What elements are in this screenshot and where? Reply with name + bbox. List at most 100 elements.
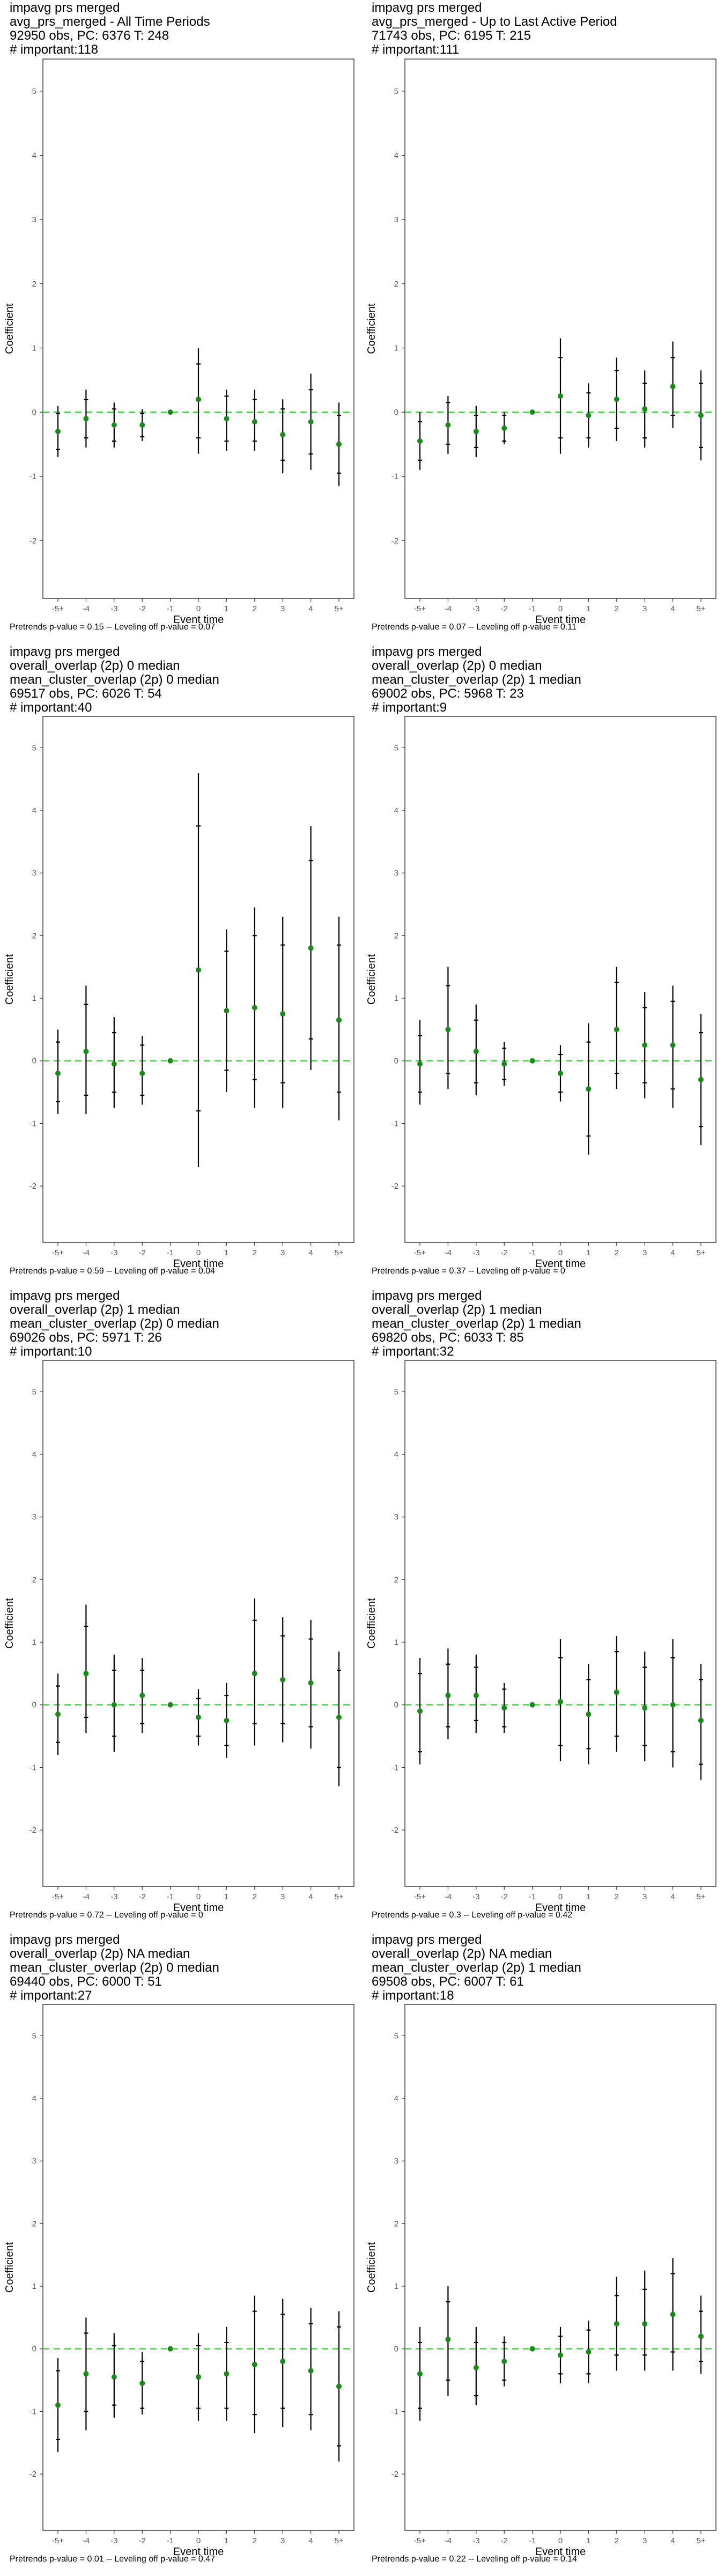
y-tick-label: 2 xyxy=(394,280,398,289)
coefficient-point xyxy=(417,2371,423,2377)
event-study-plot: -2 -1 0 1 2 3 4 5 -5+ -4 -3 -2 -1 0 1 2 3 4 5+ Event time Co… xyxy=(4,1360,354,1914)
panel-title-line: overall_overlap (2p) NA median xyxy=(10,1946,190,1961)
panel-title-line: impavg prs merged xyxy=(372,1933,482,1947)
x-tick-label: 4 xyxy=(308,2536,313,2545)
event-study-plot: -2 -1 0 1 2 3 4 5 -5+ -4 -3 -2 -1 0 1 2 3 4 5+ Event time Co… xyxy=(366,716,716,1270)
x-tick-label: -3 xyxy=(472,1248,479,1257)
coefficient-point-group xyxy=(698,1014,704,1146)
coefficient-point xyxy=(336,1017,342,1023)
coefficient-point xyxy=(417,1708,423,1714)
coefficient-point-group xyxy=(501,1682,507,1733)
y-tick-label: -1 xyxy=(29,2407,36,2416)
coefficient-point-group xyxy=(558,2326,563,2383)
coefficient-point-group xyxy=(614,357,619,441)
coefficient-point xyxy=(473,2365,479,2370)
y-tick-label: 0 xyxy=(394,1701,398,1710)
panel-title-line: overall_overlap (2p) 1 median xyxy=(372,1302,542,1317)
event-study-panel: impavg prs merged overall_overlap (2p) 1 … xyxy=(362,1288,724,1932)
panel-title: impavg prs merged overall_overlap (2p) 1 … xyxy=(10,1289,219,1359)
coefficient-point xyxy=(336,1715,342,1720)
coefficient-point-group xyxy=(417,412,423,470)
x-tick-label: -4 xyxy=(83,604,90,613)
x-tick-label: 1 xyxy=(224,604,228,613)
y-tick-label: -2 xyxy=(391,1826,398,1835)
plot-frame xyxy=(42,1360,354,1887)
pvalue-footnote: Pretrends p-value = 0.07 -- Leveling off… xyxy=(372,623,577,632)
coefficient-point xyxy=(558,2352,563,2358)
coefficient-point-group xyxy=(111,402,117,448)
coefficient-point-group xyxy=(614,967,619,1089)
coefficient-point-group xyxy=(196,348,201,454)
panel-title-line: # important:40 xyxy=(10,700,92,715)
coefficient-point-group xyxy=(308,2308,314,2431)
coefficient-point xyxy=(698,1077,704,1082)
coefficient-point xyxy=(280,1677,286,1682)
coefficient-point xyxy=(280,1011,286,1017)
coefficient-point xyxy=(280,2359,286,2364)
coefficient-point-group xyxy=(558,1045,563,1102)
y-axis-title: Coefficient xyxy=(366,2242,378,2293)
x-tick-label: -3 xyxy=(110,1892,117,1901)
panel-title-line: 69002 obs, PC: 5968 T: 23 xyxy=(372,686,524,701)
coefficient-point-group xyxy=(586,383,592,448)
coefficient-point xyxy=(55,1711,61,1717)
y-tick-label: -2 xyxy=(29,1182,36,1191)
coefficient-point-group xyxy=(417,1658,423,1765)
x-tick-label: -4 xyxy=(83,1248,90,1257)
x-tick-label: 3 xyxy=(642,1248,647,1257)
y-tick-label: 5 xyxy=(32,2031,36,2040)
coefficient-point-group xyxy=(501,1042,507,1086)
y-axis-title: Coefficient xyxy=(366,954,378,1005)
coefficient-point-group xyxy=(529,1058,535,1064)
pvalue-footnote: Pretrends p-value = 0.37 -- Leveling off… xyxy=(372,1267,565,1276)
coefficient-point-group xyxy=(586,1664,592,1765)
coefficient-point-group xyxy=(529,2346,535,2352)
coefficient-point-group xyxy=(167,1702,173,1708)
coefficient-point xyxy=(586,1711,592,1717)
event-study-plot: -2 -1 0 1 2 3 4 5 -5+ -4 -3 -2 -1 0 1 2 3 4 5+ Event time Co… xyxy=(4,2004,354,2558)
coefficient-point xyxy=(111,1702,117,1708)
coefficient-point xyxy=(558,393,563,399)
coefficient-point-group xyxy=(167,1058,173,1064)
x-axis-title: Event time xyxy=(535,1258,586,1270)
coefficient-point-group xyxy=(83,2317,89,2431)
coefficient-point-group xyxy=(698,370,704,460)
coefficient-point-group xyxy=(698,2295,704,2374)
coefficient-point xyxy=(139,422,145,428)
coefficient-point-group xyxy=(586,1023,592,1155)
event-study-plot: -2 -1 0 1 2 3 4 5 -5+ -4 -3 -2 -1 0 1 2 3 4 5+ Event time Co… xyxy=(4,716,354,1270)
y-tick-label: -1 xyxy=(391,1119,398,1128)
coefficient-point-group xyxy=(308,826,314,1071)
coefficient-point-group xyxy=(55,1029,61,1114)
coefficient-point-group xyxy=(558,338,563,454)
coefficient-point-group xyxy=(670,1639,676,1768)
y-tick-label: 4 xyxy=(394,2094,398,2103)
panel-title-line: overall_overlap (2p) NA median xyxy=(372,1946,552,1961)
y-tick-label: 2 xyxy=(32,931,36,940)
event-study-plot: -2 -1 0 1 2 3 4 5 -5+ -4 -3 -2 -1 0 1 2 3 4 5+ Event time Co… xyxy=(4,58,354,626)
coefficient-point xyxy=(308,2368,314,2374)
y-tick-label: 4 xyxy=(32,1450,36,1459)
coefficient-point xyxy=(698,1717,704,1723)
panel-title-line: mean_cluster_overlap (2p) 0 median xyxy=(10,1316,219,1331)
coefficient-point-group xyxy=(445,1648,451,1739)
y-tick-label: 0 xyxy=(394,1057,398,1066)
coefficient-point-group xyxy=(308,1620,314,1749)
coefficient-point-group xyxy=(642,992,648,1099)
y-tick-label: 0 xyxy=(32,2345,36,2354)
coefficient-point xyxy=(111,422,117,428)
x-tick-label: -1 xyxy=(167,1892,174,1901)
coefficient-point xyxy=(83,1049,89,1055)
panel-title-line: impavg prs merged xyxy=(10,1933,120,1947)
panel-title: impavg prs merged avg_prs_merged - Up to … xyxy=(372,1,617,57)
event-study-plot: -2 -1 0 1 2 3 4 5 -5+ -4 -3 -2 -1 0 1 2 3 4 5+ Event time Co… xyxy=(366,2004,716,2558)
y-axis-title: Coefficient xyxy=(366,1598,378,1649)
coefficient-point xyxy=(308,1680,314,1686)
event-study-panel: impavg prs merged overall_overlap (2p) NA… xyxy=(0,1932,362,2576)
plot-frame xyxy=(404,58,716,599)
coefficient-point xyxy=(308,945,314,951)
y-tick-label: 1 xyxy=(394,1638,398,1647)
coefficient-point-group xyxy=(111,1655,117,1752)
coefficient-point xyxy=(614,1689,619,1695)
x-tick-label: -2 xyxy=(501,2536,508,2545)
